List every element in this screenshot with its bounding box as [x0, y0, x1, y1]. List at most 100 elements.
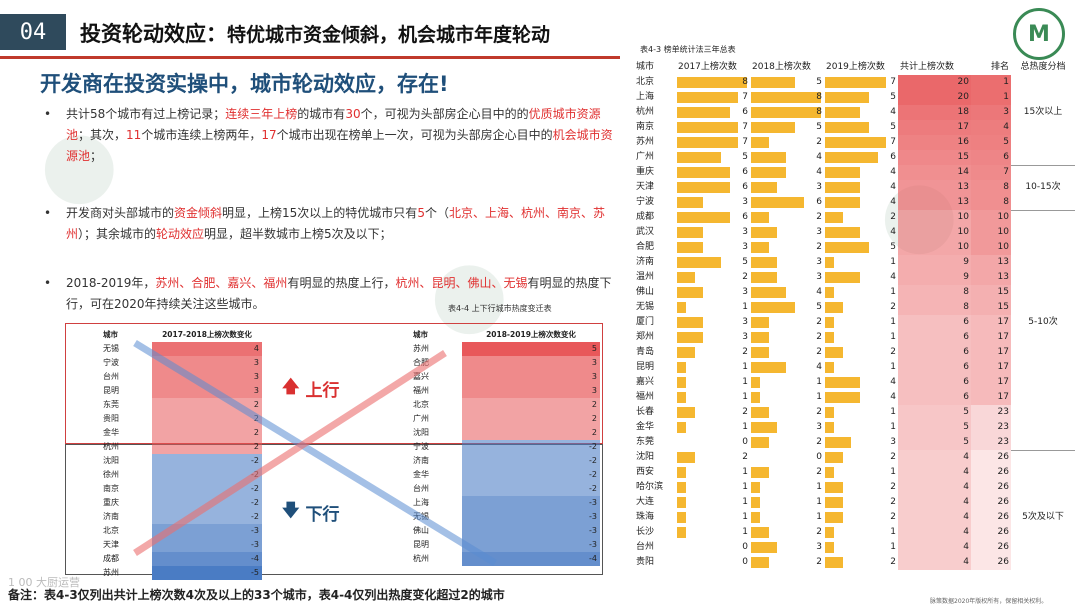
summary-row: 佛山 3 4 1 8 15 [634, 285, 1075, 300]
change-city: 贵阳 [103, 414, 119, 423]
summary-rank: 10 [971, 240, 1011, 255]
year-value: 2 [890, 302, 896, 312]
year-value: 4 [816, 167, 822, 177]
year-bar [751, 347, 769, 358]
summary-total: 4 [898, 510, 971, 525]
summary-year-cell: 1 [676, 360, 750, 375]
year-value: 1 [742, 527, 748, 537]
summary-year-cell: 2 [824, 450, 898, 465]
year-bar [825, 467, 834, 478]
summary-city: 郑州 [636, 332, 655, 342]
year-value: 1 [890, 422, 896, 432]
summary-year-cell: 2 [824, 510, 898, 525]
year-value: 1 [890, 407, 896, 417]
year-value: 4 [890, 227, 896, 237]
year-bar [751, 197, 804, 208]
summary-total: 6 [898, 375, 971, 390]
year-value: 1 [816, 392, 822, 402]
change-city: 徐州 [103, 470, 119, 479]
summary-row: 苏州 7 2 7 16 5 [634, 135, 1075, 150]
summary-row: 广州 5 4 6 15 6 [634, 150, 1075, 166]
year-value: 1 [816, 497, 822, 507]
year-bar [825, 557, 843, 568]
year-bar [751, 137, 769, 148]
change-city: 无锡 [103, 344, 119, 353]
summary-year-cell: 2 [750, 405, 824, 420]
bullet-segment: 连续三年上榜 [225, 107, 298, 121]
year-value: 1 [742, 497, 748, 507]
summary-total: 10 [898, 210, 971, 225]
year-value: 3 [742, 287, 748, 297]
summary-year-cell: 1 [824, 540, 898, 555]
summary-year-cell: 2 [750, 135, 824, 150]
year-bar [751, 107, 821, 118]
summary-row: 大连 1 1 2 4 26 [634, 495, 1075, 510]
summary-band [1011, 465, 1075, 480]
summary-year-cell: 1 [824, 360, 898, 375]
summary-rank: 26 [971, 480, 1011, 495]
change-row: 沈阳 2 [410, 426, 600, 440]
summary-total: 4 [898, 495, 971, 510]
right-header-city: 城市 [413, 330, 428, 339]
change-row: 金华 -2 [410, 468, 600, 482]
summary-rank: 26 [971, 495, 1011, 510]
summary-city: 沈阳 [636, 452, 655, 462]
summary-total: 15 [898, 150, 971, 165]
summary-year-cell: 8 [750, 90, 824, 105]
summary-city: 珠海 [636, 512, 655, 522]
summary-row: 贵阳 0 2 2 4 26 [634, 555, 1075, 570]
year-bar [751, 557, 769, 568]
summary-year-cell: 0 [676, 435, 750, 450]
year-value: 2 [742, 407, 748, 417]
year-value: 5 [890, 92, 896, 102]
summary-header-cell: 共计上榜次数 [900, 62, 955, 72]
summary-year-cell: 4 [824, 375, 898, 390]
summary-city: 佛山 [636, 287, 655, 297]
summary-year-cell: 6 [824, 150, 898, 165]
year-value: 7 [890, 77, 896, 87]
year-value: 7 [742, 122, 748, 132]
year-bar [825, 182, 860, 193]
summary-city: 济南 [636, 257, 655, 267]
summary-band [1011, 345, 1075, 360]
year-value: 1 [890, 332, 896, 342]
summary-year-cell: 1 [750, 390, 824, 405]
change-value: -2 [462, 440, 600, 454]
year-value: 3 [890, 437, 896, 447]
year-value: 4 [890, 272, 896, 282]
summary-rank: 8 [971, 180, 1011, 195]
year-bar [825, 77, 887, 88]
summary-year-cell: 2 [824, 555, 898, 570]
bullet-segment: 有明显的热度下行，可在2020年持续关注这些城市。 [66, 276, 612, 311]
change-city: 北京 [413, 400, 429, 409]
year-bar [751, 287, 786, 298]
bullet-segment: 明显，超半数城市上榜5次及以下； [204, 227, 392, 241]
bullet-segment: 有明显的热度上行， [287, 276, 396, 290]
summary-year-cell: 4 [750, 165, 824, 180]
bullet-segment: ； [90, 149, 103, 163]
summary-year-cell: 4 [824, 270, 898, 285]
summary-city: 武汉 [636, 227, 655, 237]
up-label: 🡅 上行 [282, 374, 339, 403]
change-value: -3 [462, 510, 600, 524]
year-value: 0 [742, 557, 748, 567]
up-label-text: 上行 [305, 381, 340, 401]
page-number-box: 04 [0, 14, 66, 50]
change-row: 济南 -2 [410, 454, 600, 468]
year-value: 2 [742, 347, 748, 357]
summary-band [1011, 210, 1075, 225]
year-value: 7 [742, 137, 748, 147]
change-city: 成都 [103, 554, 119, 563]
summary-year-cell: 1 [676, 375, 750, 390]
summary-year-cell: 2 [676, 345, 750, 360]
summary-row: 金华 1 3 1 5 23 [634, 420, 1075, 435]
summary-year-cell: 4 [824, 195, 898, 210]
summary-year-cell: 7 [676, 135, 750, 150]
year-value: 7 [890, 137, 896, 147]
year-value: 2 [816, 137, 822, 147]
year-value: 2 [742, 272, 748, 282]
summary-city: 合肥 [636, 242, 655, 252]
summary-total: 6 [898, 390, 971, 405]
year-value: 1 [742, 377, 748, 387]
